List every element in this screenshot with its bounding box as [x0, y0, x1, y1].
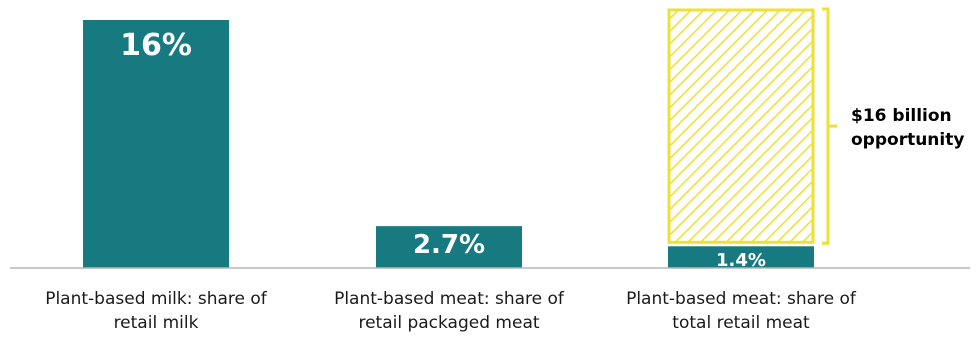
- category-label: Plant-based milk: share of: [45, 289, 268, 309]
- opportunity-label: opportunity: [851, 130, 964, 150]
- category-label: retail milk: [114, 313, 199, 333]
- bar-labels-layer: 16% 2.7% 1.4%: [120, 28, 766, 271]
- category-label: Plant-based meat: share of: [334, 289, 565, 309]
- bar: [83, 20, 229, 268]
- bar-value-label: 1.4%: [716, 250, 766, 271]
- category-label: retail packaged meat: [358, 313, 539, 333]
- bar-value-label: 2.7%: [413, 230, 485, 260]
- bars-layer: [83, 20, 814, 268]
- opportunity-bracket: [822, 7, 837, 245]
- opportunity-label: $16 billion: [851, 106, 952, 126]
- opportunity-box: [667, 8, 815, 244]
- category-label: total retail meat: [672, 313, 810, 333]
- bar: [376, 226, 522, 268]
- opportunity-layer: [667, 7, 837, 245]
- category-label: Plant-based meat: share of: [626, 289, 857, 309]
- bar: [668, 246, 814, 268]
- bar-value-label: 16%: [120, 28, 192, 63]
